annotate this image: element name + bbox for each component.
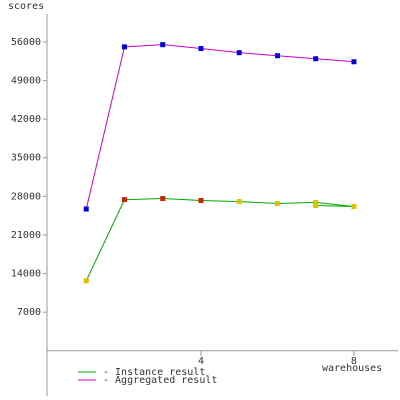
y-tick-label: 49000 — [11, 76, 41, 87]
y-tick-label: 28000 — [11, 191, 41, 202]
data-point — [351, 59, 357, 65]
data-point — [121, 197, 127, 203]
y-tick-label: 21000 — [11, 230, 41, 241]
y-tick-label: 56000 — [11, 37, 41, 48]
x-axis-label: warehouses — [322, 363, 382, 374]
data-point — [198, 197, 204, 203]
x-tick-label: 4 — [198, 356, 204, 367]
data-point — [236, 199, 242, 205]
y-tick-label: 42000 — [11, 114, 41, 125]
y-axis-label: scores — [8, 1, 44, 12]
legend-label: - Aggregated result — [103, 375, 217, 386]
data-point — [121, 44, 127, 50]
data-point — [160, 196, 166, 202]
data-point — [313, 56, 319, 62]
data-point — [198, 46, 204, 52]
data-point — [160, 42, 166, 48]
data-point — [274, 201, 280, 207]
data-point — [236, 50, 242, 56]
y-tick-label: 14000 — [11, 269, 41, 280]
data-point — [313, 202, 319, 208]
data-point — [83, 278, 89, 284]
data-point — [351, 204, 357, 210]
series-line — [85, 198, 354, 281]
series-line — [85, 44, 354, 210]
x-tick-label: 8 — [351, 356, 357, 367]
data-point — [83, 206, 89, 212]
y-tick-label: 7000 — [17, 307, 41, 318]
data-point — [274, 53, 280, 59]
legend-label: - Instance result — [103, 367, 205, 378]
data-point — [313, 199, 319, 205]
y-tick-label: 35000 — [11, 153, 41, 164]
